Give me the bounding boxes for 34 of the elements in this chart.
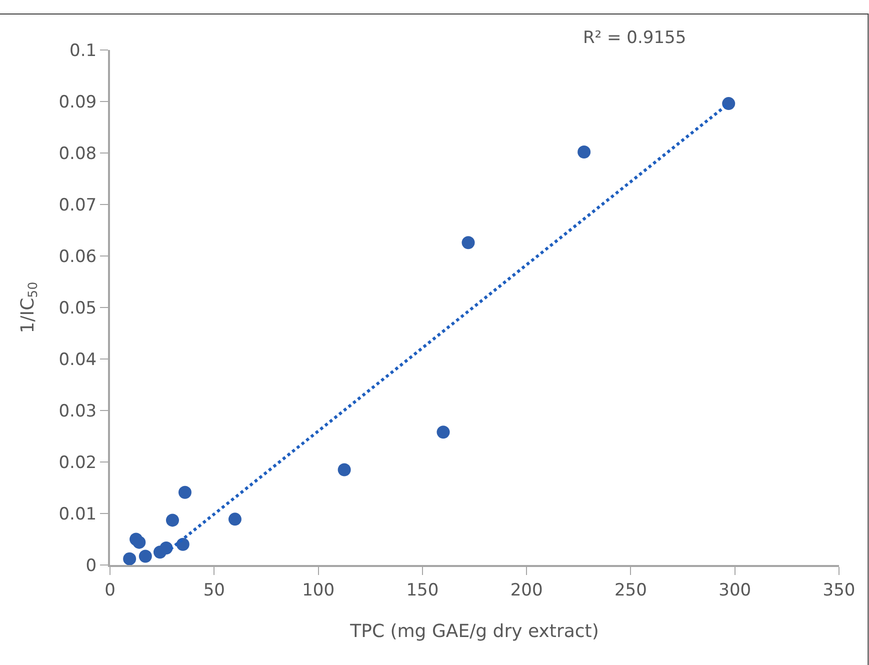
- y-tick-label: 0.02: [58, 452, 97, 473]
- x-tick-label: 250: [614, 580, 647, 600]
- x-tick-label: 150: [406, 580, 439, 600]
- y-tick-label: 0.05: [58, 298, 97, 318]
- point: [178, 486, 192, 499]
- point: [462, 236, 475, 250]
- x-axis-title: TPC (mg GAE/g dry extract): [349, 621, 599, 642]
- text: R² = 0.9155: [583, 28, 686, 48]
- y-tick-label: 0.03: [58, 401, 97, 422]
- y-tick-label: 0.1: [70, 40, 97, 61]
- y-tick-label: 0.09: [58, 92, 97, 112]
- x-tick-label: 100: [302, 580, 335, 600]
- point: [338, 463, 351, 476]
- point: [578, 145, 591, 158]
- y-tick-label: 0.07: [58, 195, 97, 216]
- y-tick-label: 0.06: [58, 246, 97, 267]
- x-tick-label: 0: [104, 580, 116, 600]
- y-tick-label: 0.08: [58, 144, 97, 164]
- point: [228, 512, 242, 526]
- point: [722, 97, 736, 110]
- point: [138, 550, 152, 563]
- point: [123, 552, 136, 565]
- x-tick-label: 300: [718, 580, 752, 600]
- point: [176, 538, 190, 551]
- point: [132, 536, 146, 549]
- x-tick-label: 50: [203, 580, 225, 600]
- y-tick-label: 0: [86, 556, 97, 576]
- x-tick-label: 200: [510, 580, 543, 600]
- y-tick-label: 0.04: [58, 350, 97, 370]
- x-tick-label: 350: [822, 580, 856, 600]
- y-tick-label: 0.01: [58, 504, 97, 524]
- point: [436, 426, 450, 439]
- point: [160, 542, 173, 555]
- point: [166, 514, 179, 527]
